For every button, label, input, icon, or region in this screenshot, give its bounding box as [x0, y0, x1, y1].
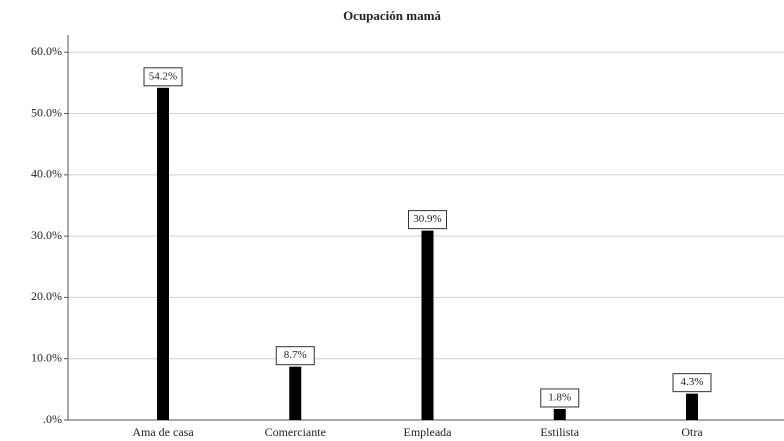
value-label-box: [540, 388, 580, 408]
value-label-box: [672, 373, 712, 393]
bar: [157, 87, 169, 420]
value-label: 30.9%: [413, 213, 441, 225]
y-tick-label: .0%: [43, 412, 62, 426]
value-label: 8.7%: [284, 349, 307, 361]
bar: [553, 408, 566, 420]
x-tick-label: Empleada: [404, 425, 453, 439]
value-label: 1.8%: [548, 391, 571, 403]
y-tick-label: 10.0%: [31, 350, 62, 364]
value-label: 4.3%: [681, 376, 704, 388]
x-tick-label: Otra: [681, 425, 703, 439]
value-label-box: [408, 210, 447, 230]
bar: [289, 366, 302, 420]
x-tick-label: Comerciante: [265, 425, 326, 439]
y-tick-label: 40.0%: [31, 167, 62, 181]
y-tick-label: 20.0%: [31, 289, 62, 303]
value-label-box: [275, 346, 315, 366]
bar: [686, 393, 698, 420]
y-tick-label: 50.0%: [31, 105, 62, 119]
bar: [421, 230, 434, 420]
value-label: 54.2%: [149, 70, 177, 82]
chart-title: Ocupación mamá: [343, 8, 441, 23]
value-label-box: [143, 67, 183, 87]
x-tick-label: Ama de casa: [132, 425, 194, 439]
y-tick-label: 60.0%: [31, 44, 62, 58]
x-tick-label: Estilista: [540, 425, 579, 439]
y-tick-label: 30.0%: [31, 228, 62, 242]
